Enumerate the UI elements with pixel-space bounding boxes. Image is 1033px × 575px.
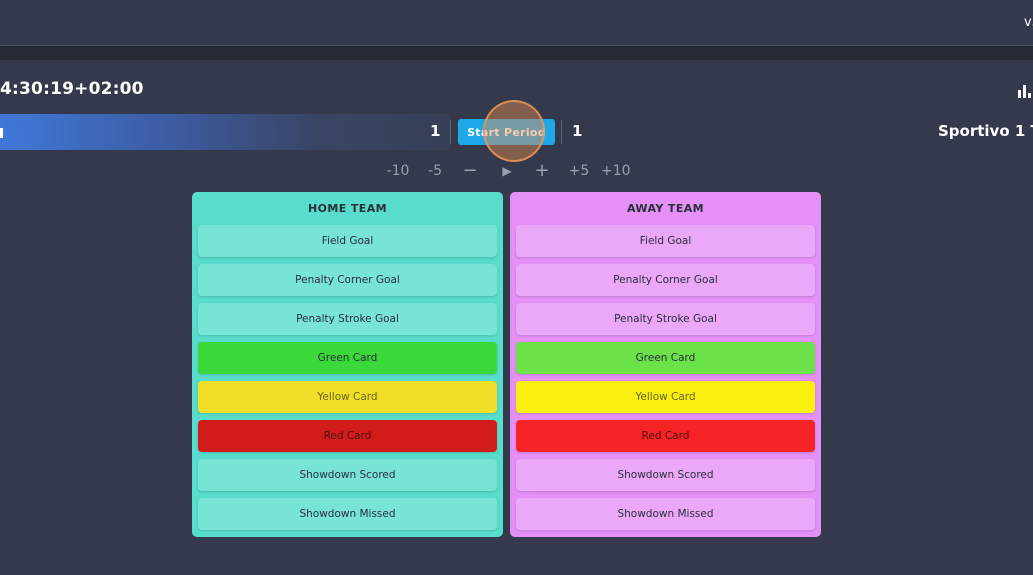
home-yellow-card-button[interactable]: Yellow Card	[198, 381, 497, 413]
home-showdown-missed-button[interactable]: Showdown Missed	[198, 498, 497, 530]
sub-navbar	[0, 46, 1033, 60]
play-icon[interactable]: ▶	[498, 161, 516, 181]
away-showdown-scored-button[interactable]: Showdown Scored	[516, 459, 815, 491]
away-penalty-stroke-goal-button[interactable]: Penalty Stroke Goal	[516, 303, 815, 335]
away-score: 1	[572, 122, 583, 140]
away-team-panel: AWAY TEAM Field Goal Penalty Corner Goal…	[510, 192, 821, 537]
home-green-card-button[interactable]: Green Card	[198, 342, 497, 374]
version-label: v3	[1024, 15, 1033, 30]
home-showdown-scored-button[interactable]: Showdown Scored	[198, 459, 497, 491]
minus-icon[interactable]: −	[460, 161, 480, 181]
minus-10-button[interactable]: -10	[386, 163, 410, 179]
home-field-goal-button[interactable]: Field Goal	[198, 225, 497, 257]
away-red-card-button[interactable]: Red Card	[516, 420, 815, 452]
home-penalty-corner-goal-button[interactable]: Penalty Corner Goal	[198, 264, 497, 296]
match-timestamp: 4:30:19+02:00	[0, 79, 144, 99]
home-score: 1	[430, 122, 441, 140]
minus-5-button[interactable]: -5	[423, 161, 447, 181]
home-team-bar	[0, 114, 450, 150]
plus-10-button[interactable]: +10	[601, 163, 631, 179]
home-team-title: HOME TEAM	[308, 202, 387, 215]
top-navbar: v3	[0, 0, 1033, 46]
plus-icon[interactable]: +	[532, 161, 552, 181]
away-yellow-card-button[interactable]: Yellow Card	[516, 381, 815, 413]
away-field-goal-button[interactable]: Field Goal	[516, 225, 815, 257]
away-penalty-corner-goal-button[interactable]: Penalty Corner Goal	[516, 264, 815, 296]
plus-5-button[interactable]: +5	[568, 163, 590, 179]
away-showdown-missed-button[interactable]: Showdown Missed	[516, 498, 815, 530]
bar-chart-icon[interactable]	[1018, 84, 1033, 98]
start-period-button[interactable]: Start Period	[458, 119, 555, 145]
away-team-name: Sportivo 1 TES	[938, 122, 1033, 140]
home-penalty-stroke-goal-button[interactable]: Penalty Stroke Goal	[198, 303, 497, 335]
home-team-name-fragment	[0, 128, 3, 138]
score-divider-right	[561, 120, 562, 144]
away-team-title: AWAY TEAM	[627, 202, 704, 215]
away-green-card-button[interactable]: Green Card	[516, 342, 815, 374]
home-red-card-button[interactable]: Red Card	[198, 420, 497, 452]
score-divider-left	[450, 120, 451, 144]
home-team-panel: HOME TEAM Field Goal Penalty Corner Goal…	[192, 192, 503, 537]
